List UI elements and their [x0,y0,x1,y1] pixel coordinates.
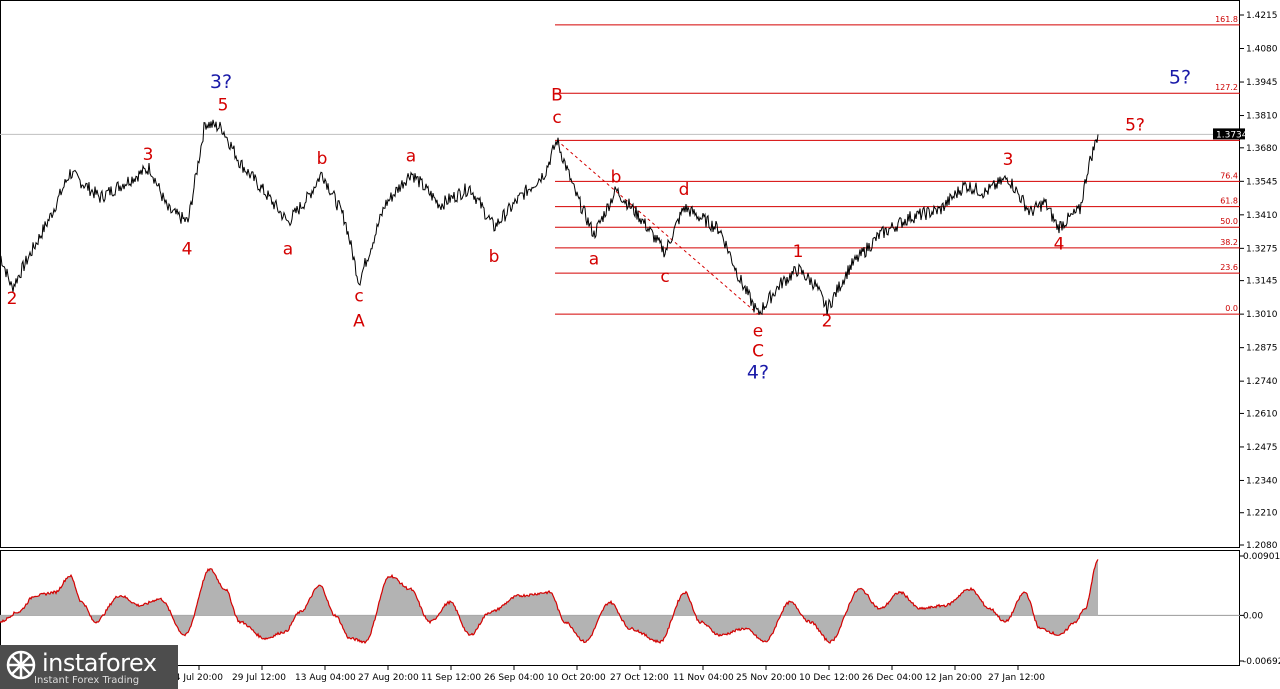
x-tick-label: 26 Dec 04:00 [862,673,923,683]
y-tick-label: 1.2210 [1246,509,1278,519]
x-tick-label: 26 Sep 04:00 [484,673,544,683]
wave-label: 2 [822,312,833,332]
wave-label: d [679,180,690,200]
fib-level-label: 161.8 [1215,15,1238,24]
x-tick-label: 27 Oct 12:00 [610,673,669,683]
y-tick-label: 1.2340 [1246,476,1278,486]
oscillator-histogram [0,559,1098,643]
y-tick-label: 1.2475 [1246,443,1278,453]
y-tick-label: 1.4215 [1246,11,1278,21]
x-tick-label: 27 Aug 20:00 [358,673,419,683]
fib-level-label: 76.4 [1220,171,1238,180]
wave-label: A [353,312,365,332]
y-tick-label: 1.3145 [1246,277,1278,287]
fib-level-label: 38.2 [1220,238,1238,247]
wave-label: 5? [1169,66,1191,88]
osc-tick-label: 0.00 [1243,611,1263,621]
x-tick-label: 14 Jul 20:00 [169,673,223,683]
y-tick-label: 1.2080 [1246,541,1278,551]
x-tick-label: 11 Nov 04:00 [673,673,734,683]
fib-level-label: 0.0 [1225,304,1238,313]
wave-label: 4? [747,362,769,384]
y-tick-label: 1.3680 [1246,144,1278,154]
wave-label: 3? [210,71,232,93]
fib-level-label: 50.0 [1220,217,1238,226]
wave-label: e [753,321,763,341]
x-tick-label: 12 Jan 20:00 [925,673,982,683]
oscillator-y-axis: 0.00901 0.00 -0.00692 [1240,552,1280,667]
logo-name: instaforex [42,649,157,677]
wave-label: b [489,247,500,267]
y-axis: 1.4215 1.4080 1.3945 1.3810 1.3680 1.3545 1.34… [1240,11,1278,551]
wave-label: C [752,341,764,361]
x-tick-label: 25 Nov 20:00 [736,673,797,683]
x-tick-label: 11 Sep 12:00 [421,673,481,683]
wave-label: 2 [7,289,18,309]
wave-label: 1 [793,242,804,262]
wave-label: c [660,267,669,287]
fib-level-label: 61.8 [1220,197,1238,206]
globe-icon [6,650,36,680]
x-axis: 2 Jun 20:0016 Jun 12:0030 Jun 04:0014 Ju… [0,666,1045,683]
wave-label: 5? [1125,115,1145,135]
wave-label: B [551,86,563,106]
wave-label: a [283,240,293,260]
wave-label: 3 [143,145,154,165]
wave-label: b [611,168,622,188]
osc-tick-label: 0.00901 [1243,552,1280,562]
y-tick-label: 1.3945 [1246,78,1278,88]
wave-label: 4 [1054,235,1065,255]
wave-label: c [552,108,561,128]
wave-label: 5 [218,96,229,116]
wave-label: 3 [1003,150,1014,170]
x-tick-label: 10 Oct 20:00 [547,673,606,683]
wave-label: b [317,149,328,169]
trend-dashed-line [556,139,759,315]
fib-level-label: 127.2 [1215,83,1238,92]
y-tick-label: 1.3010 [1246,310,1278,320]
logo-tagline: Instant Forex Trading [34,675,140,686]
wave-label: 4 [182,240,193,260]
y-tick-label: 1.3810 [1246,112,1278,122]
main-panel [0,0,1240,548]
osc-tick-label: -0.00692 [1243,657,1280,667]
fib-level-label: 23.6 [1220,263,1238,272]
oscillator-panel [0,550,1240,666]
y-tick-label: 1.3275 [1246,244,1278,254]
x-tick-label: 13 Aug 04:00 [295,673,356,683]
x-tick-label: 27 Jan 12:00 [988,673,1045,683]
price-series-line [0,119,1099,316]
y-tick-label: 1.3545 [1246,177,1278,187]
current-price-label: 1.3734 [1216,130,1248,140]
wave-label: a [589,249,599,269]
y-tick-label: 1.2740 [1246,377,1278,387]
y-tick-label: 1.3410 [1246,211,1278,221]
x-tick-label: 29 Jul 12:00 [232,673,286,683]
x-tick-label: 10 Dec 12:00 [799,673,860,683]
wave-label: c [354,287,363,307]
y-tick-label: 1.2610 [1246,409,1278,419]
brand-logo: instaforex Instant Forex Trading [0,645,178,689]
y-tick-label: 1.2875 [1246,344,1278,354]
wave-label: a [406,146,416,166]
oscillator-signal-line [0,559,1099,644]
current-price-tag [1213,128,1245,140]
y-tick-label: 1.4080 [1246,45,1278,55]
